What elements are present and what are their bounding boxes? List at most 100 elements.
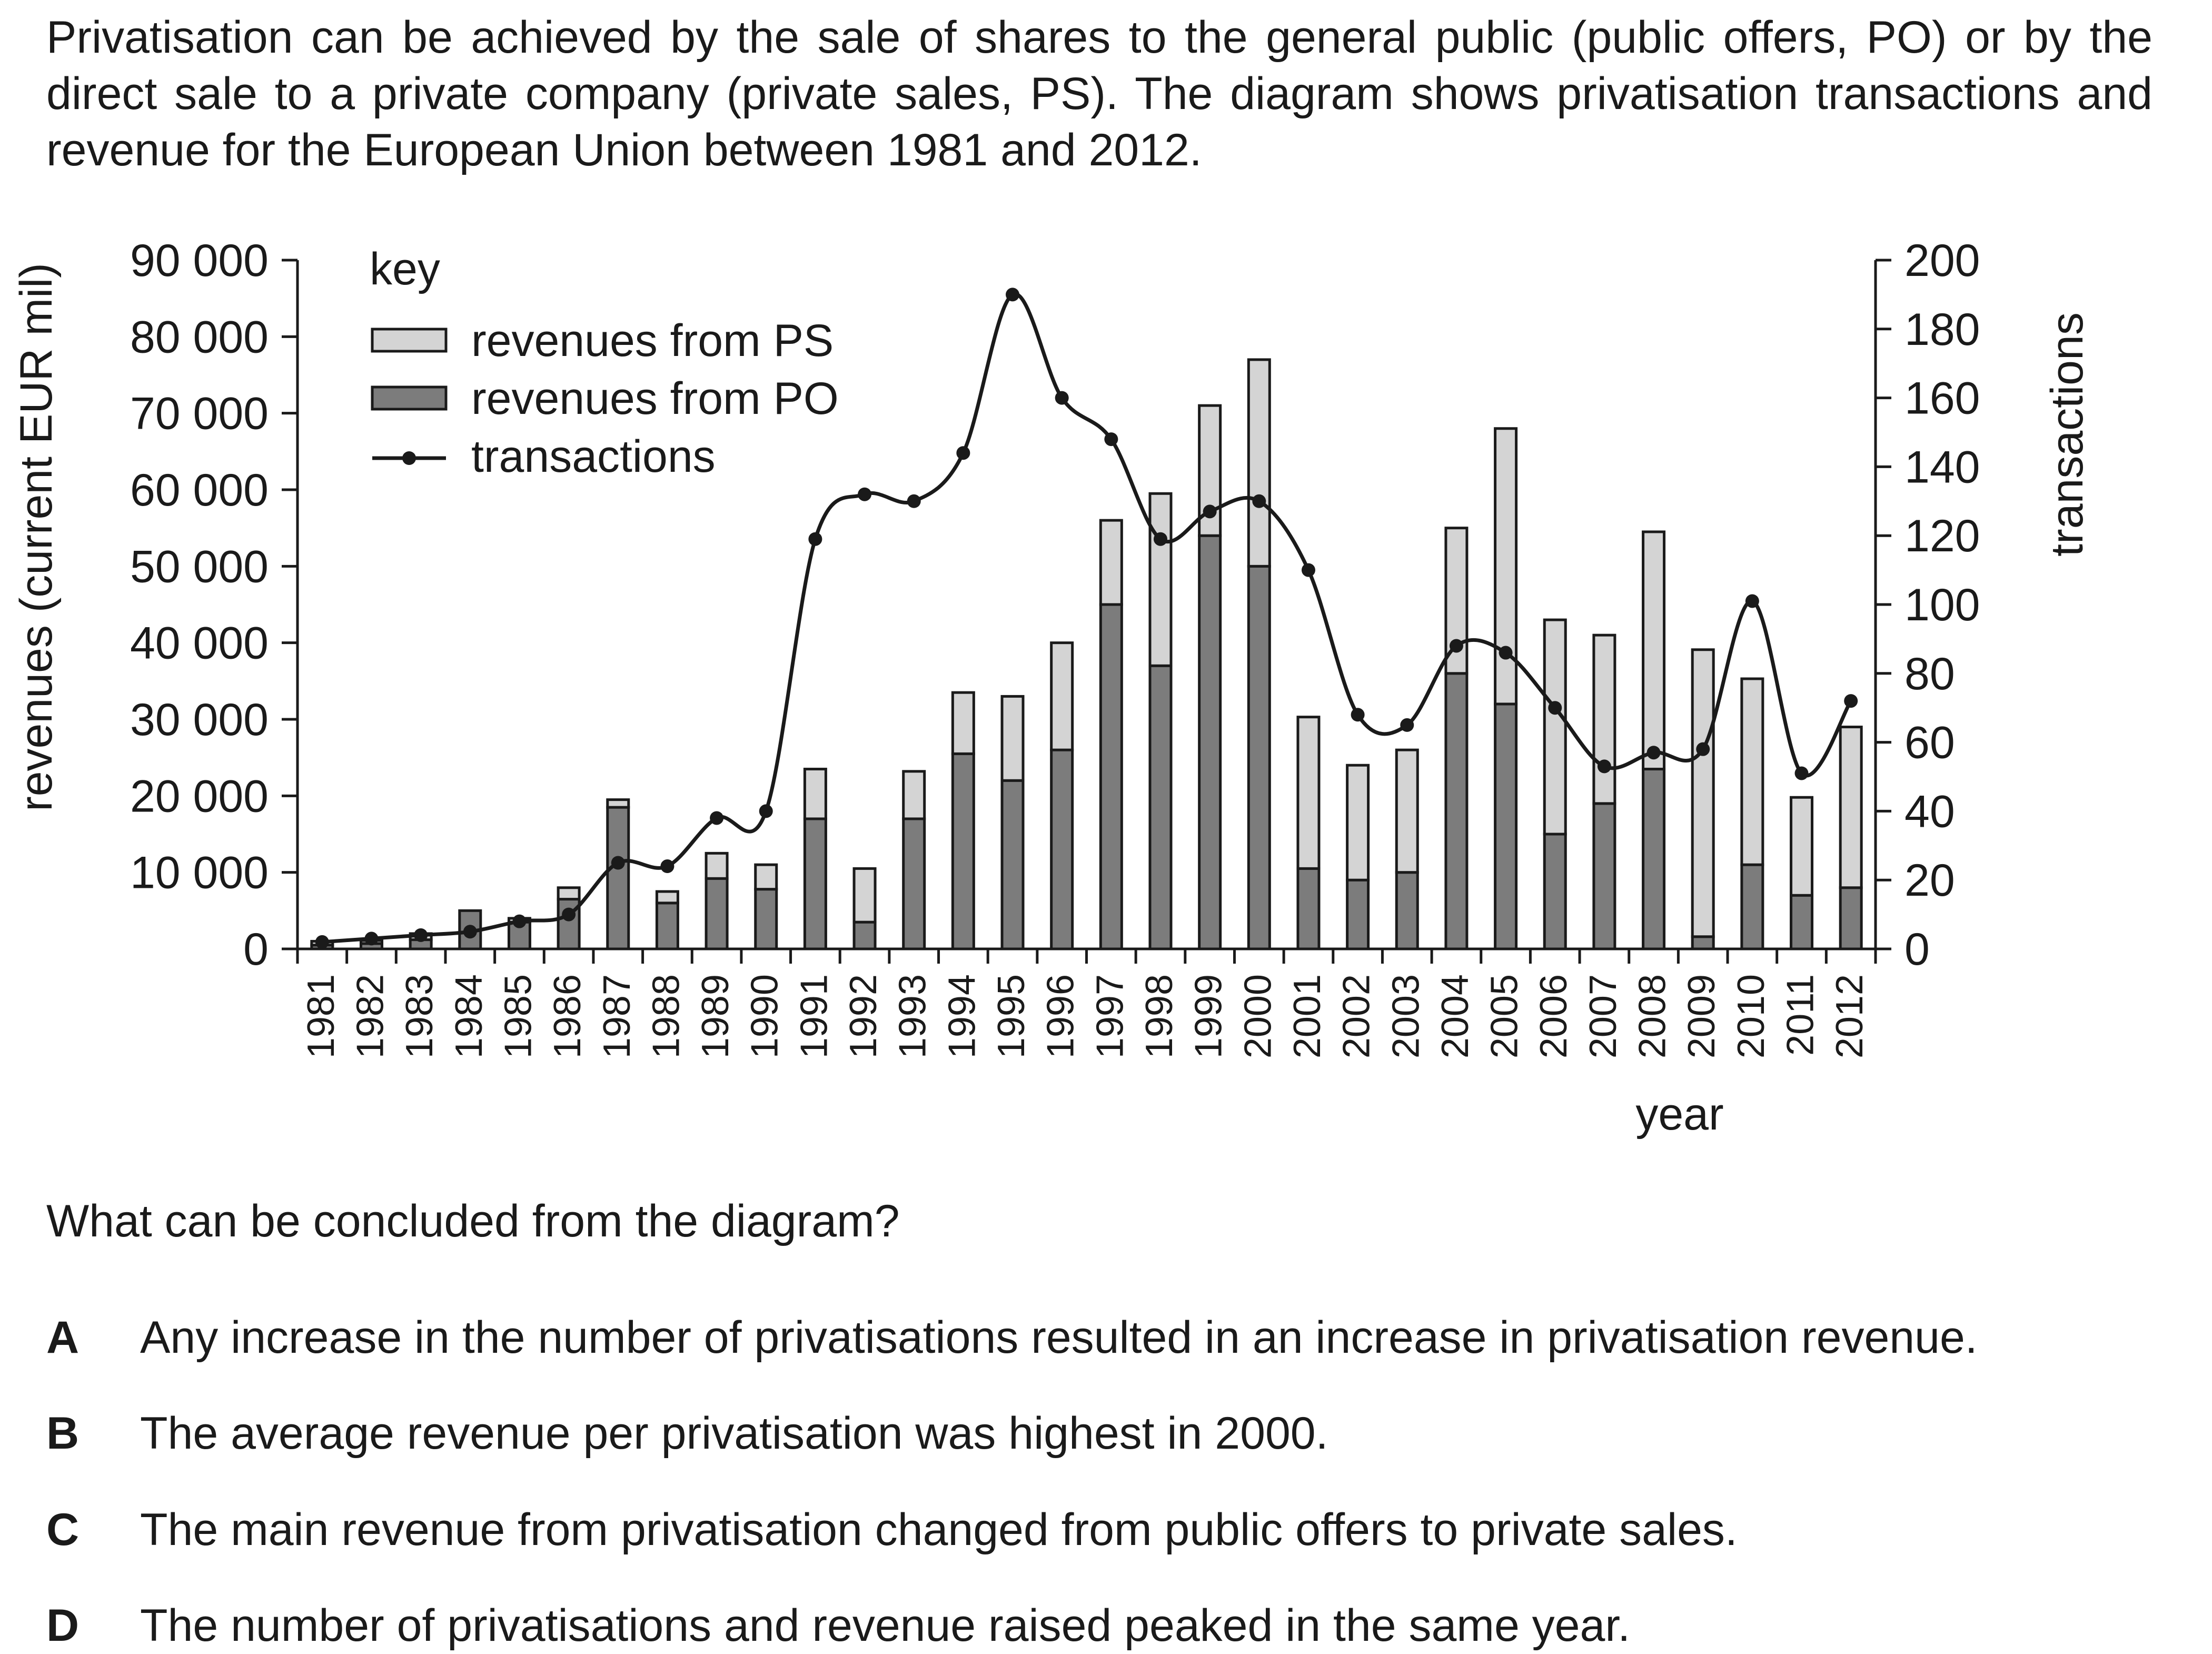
transactions-point-1986 [562, 907, 576, 922]
bar-po-1998 [1148, 664, 1173, 950]
y2-axis-title: transactions [2042, 312, 2092, 557]
option-c-text: The main revenue from privatisation chan… [140, 1504, 1738, 1555]
y-tick-label-left: 0 [243, 924, 269, 975]
transactions-point-1981 [315, 935, 329, 949]
transactions-point-2010 [1745, 594, 1759, 608]
legend-label-transactions: transactions [471, 431, 716, 482]
bar-po-1991 [803, 817, 827, 950]
y-tick-label-right: 180 [1904, 304, 1980, 355]
legend-swatch-ps [371, 328, 448, 353]
axes-layer: 0 10 000 20 000 30 000 40 000 50 000 60 000 70 … [130, 235, 1980, 1058]
x-tick-label: 1993 [892, 974, 934, 1058]
transactions-point-1999 [1203, 504, 1217, 519]
x-tick-label: 1996 [1040, 974, 1082, 1058]
y-tick-label-right: 60 [1904, 718, 1955, 768]
transactions-point-1983 [414, 928, 428, 942]
bar-ps-1987 [606, 798, 630, 809]
y-tick-label-left: 40 000 [130, 618, 269, 669]
x-tick-label: 1987 [596, 974, 638, 1058]
bar-po-2010 [1740, 863, 1764, 950]
transactions-point-1984 [463, 925, 477, 939]
legend-label-ps: revenues from PS [471, 315, 834, 366]
transactions-point-2003 [1400, 718, 1414, 732]
bar-ps-2010 [1740, 677, 1764, 866]
y-tick-label-left: 70 000 [130, 389, 269, 439]
transactions-point-1997 [1104, 432, 1118, 447]
x-tick-label: 2003 [1385, 974, 1427, 1058]
legend-marker-transactions [402, 451, 416, 465]
privatisation-chart: 0 10 000 20 000 30 000 40 000 50 000 60 000 70 … [11, 235, 2092, 1140]
x-tick-label: 1997 [1089, 974, 1131, 1058]
bar-po-1990 [754, 888, 778, 950]
x-tick-label: 1989 [695, 974, 737, 1058]
bar-po-2008 [1642, 767, 1666, 950]
x-tick-label: 2001 [1286, 974, 1328, 1058]
x-tick-label: 2006 [1533, 974, 1575, 1058]
transactions-point-1988 [660, 859, 674, 874]
bar-ps-1998 [1148, 492, 1173, 667]
bar-ps-2009 [1691, 648, 1715, 938]
y-tick-label-right: 0 [1904, 924, 1930, 975]
bar-ps-1989 [705, 851, 729, 880]
bar-po-2004 [1444, 672, 1469, 950]
x-tick-label: 2009 [1681, 974, 1723, 1058]
y-tick-label-left: 80 000 [130, 312, 269, 362]
transactions-point-2007 [1597, 759, 1611, 774]
bar-po-1997 [1099, 603, 1123, 950]
x-tick-label: 2008 [1632, 974, 1674, 1058]
transactions-point-1990 [759, 804, 773, 818]
transactions-point-1994 [956, 446, 970, 460]
bar-po-1999 [1198, 534, 1222, 950]
option-a-letter: A [46, 1312, 80, 1363]
y-tick-label-right: 160 [1904, 373, 1980, 424]
x-tick-label: 1992 [842, 974, 885, 1058]
bar-po-1993 [902, 817, 926, 950]
x-tick-label: 2007 [1582, 974, 1624, 1058]
transactions-point-2011 [1794, 766, 1809, 780]
bar-po-1987 [606, 806, 630, 950]
bar-po-1992 [852, 920, 877, 950]
x-tick-label: 2004 [1434, 974, 1476, 1058]
bar-po-2001 [1296, 867, 1321, 950]
bar-ps-2012 [1839, 726, 1863, 889]
bar-ps-2004 [1444, 527, 1469, 675]
bar-po-2000 [1247, 564, 1271, 950]
bar-ps-1993 [902, 770, 926, 820]
option-b-letter: B [46, 1408, 80, 1459]
y-tick-label-right: 100 [1904, 580, 1980, 630]
x-tick-label: 1990 [744, 974, 786, 1058]
bar-ps-2006 [1543, 618, 1567, 836]
option-d-letter: D [46, 1600, 80, 1651]
bar-ps-2007 [1592, 633, 1616, 805]
bar-po-1994 [951, 752, 975, 950]
y-tick-label-right: 120 [1904, 511, 1980, 561]
transactions-point-2004 [1449, 639, 1463, 653]
x-tick-label: 1984 [448, 974, 490, 1058]
option-a-text: Any increase in the number of privatisat… [140, 1312, 1978, 1363]
bar-po-2005 [1494, 702, 1518, 950]
y-tick-label-right: 140 [1904, 442, 1980, 492]
bar-ps-1994 [951, 691, 975, 755]
x-tick-label: 1981 [300, 974, 342, 1058]
x-tick-label: 2012 [1829, 974, 1871, 1058]
bar-ps-1986 [557, 886, 581, 901]
x-tick-label: 2010 [1730, 974, 1772, 1058]
bar-ps-2008 [1642, 530, 1666, 770]
transactions-point-2008 [1646, 746, 1661, 760]
legend: key revenues from PS revenues from PO trans… [370, 244, 839, 482]
y-tick-label-left: 30 000 [130, 695, 269, 745]
transactions-point-1998 [1153, 532, 1167, 546]
option-d-text: The number of privatisations and revenue… [140, 1600, 1631, 1651]
y-tick-label-right: 80 [1904, 649, 1955, 699]
x-tick-label: 2005 [1484, 974, 1526, 1058]
bar-po-1988 [655, 902, 679, 950]
transactions-point-1991 [808, 532, 822, 546]
bar-ps-1991 [803, 767, 827, 820]
bar-po-2009 [1691, 935, 1715, 950]
transactions-point-2009 [1696, 742, 1710, 756]
x-tick-label: 1995 [990, 974, 1033, 1058]
transactions-point-1993 [907, 494, 921, 508]
transactions-point-1989 [710, 811, 724, 825]
intro-paragraph: Privatisation can be achieved by the sal… [46, 12, 2153, 175]
transactions-point-1992 [858, 487, 872, 501]
